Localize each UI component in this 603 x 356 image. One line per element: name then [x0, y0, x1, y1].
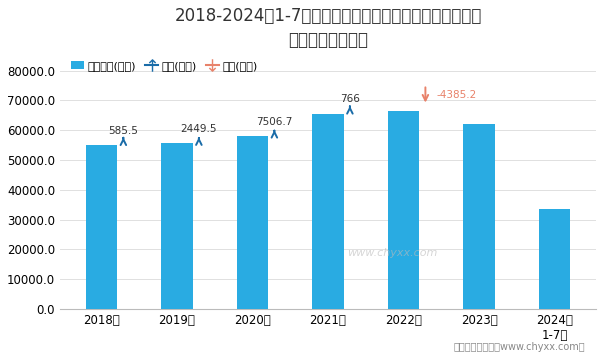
Bar — [161, 143, 193, 309]
Text: 制图：智研咨询（www.chyxx.com）: 制图：智研咨询（www.chyxx.com） — [453, 342, 585, 352]
Text: 7506.7: 7506.7 — [256, 116, 292, 126]
Text: 2449.5: 2449.5 — [181, 124, 217, 134]
Bar — [388, 111, 419, 309]
Text: 585.5: 585.5 — [109, 126, 138, 136]
Text: www.chyxx.com: www.chyxx.com — [347, 248, 438, 258]
Bar — [463, 125, 495, 309]
Legend: 出口货值(亿元), 增加(亿元), 减少(亿元): 出口货值(亿元), 增加(亿元), 减少(亿元) — [71, 61, 257, 71]
Bar — [312, 114, 344, 309]
Bar — [538, 209, 570, 309]
Text: 766: 766 — [340, 94, 360, 104]
Text: -4385.2: -4385.2 — [437, 90, 477, 100]
Bar — [236, 136, 268, 309]
Bar — [86, 145, 118, 309]
Title: 2018-2024年1-7月全国计算机、通信和其他电子设备制造
业出口货值统计图: 2018-2024年1-7月全国计算机、通信和其他电子设备制造 业出口货值统计图 — [174, 7, 482, 48]
